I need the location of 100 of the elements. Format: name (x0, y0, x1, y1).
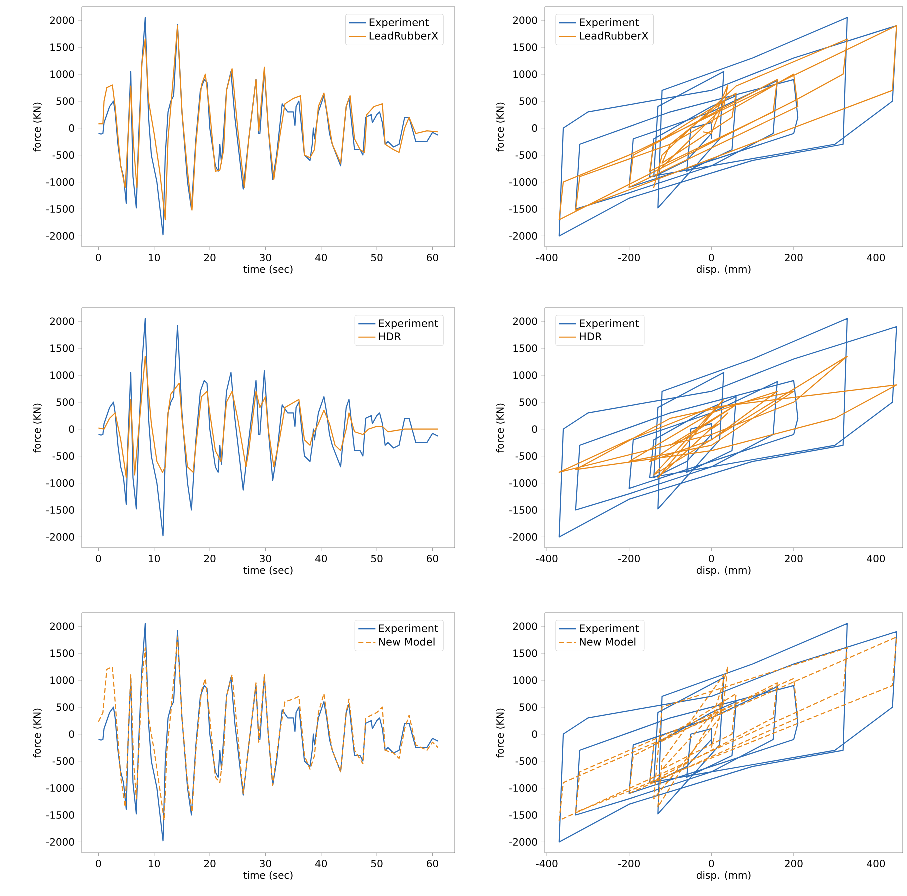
legend-label: Experiment (370, 18, 430, 28)
y-tick-label: 0 (69, 426, 74, 434)
x-tick-label: 10 (149, 555, 160, 563)
x-tick-label: 200 (785, 254, 803, 262)
x-tick-label: 20 (204, 860, 216, 868)
y-axis-title: force (KN) (496, 708, 506, 758)
x-tick-label: 0 (96, 555, 102, 563)
x-tick-label: -400 (536, 860, 558, 868)
line-series (98, 318, 439, 537)
x-axis-title: time (sec) (244, 871, 293, 880)
y-tick-label: 1000 (514, 676, 538, 684)
y-tick-label: -500 (516, 758, 538, 766)
y-tick-label: 1000 (50, 372, 74, 380)
y-tick-label: -2000 (46, 533, 74, 541)
legend-label: Experiment (580, 18, 640, 28)
y-tick-label: -1500 (46, 205, 74, 214)
x-tick-label: 10 (149, 254, 160, 262)
x-tick-label: 50 (371, 555, 383, 563)
y-tick-label: 1000 (50, 70, 74, 78)
y-tick-label: -1000 (46, 479, 74, 488)
legend-label: Experiment (580, 624, 640, 634)
y-tick-label: 1000 (514, 372, 538, 380)
x-tick-label: 50 (371, 860, 383, 868)
legend-label: LeadRubberX (370, 32, 438, 40)
x-tick-label: 200 (785, 860, 803, 868)
y-tick-label: -1000 (46, 784, 74, 792)
y-tick-label: 500 (56, 704, 74, 712)
line-series (98, 636, 439, 822)
y-tick-label: 500 (56, 398, 74, 406)
y-tick-label: -2000 (510, 533, 538, 541)
y-tick-label: -1500 (510, 205, 538, 214)
y-tick-label: -1500 (510, 506, 538, 514)
y-tick-label: 2000 (513, 16, 538, 24)
legend-label: Experiment (580, 319, 640, 330)
y-tick-label: 1500 (514, 44, 538, 52)
y-tick-label: 1000 (514, 70, 538, 78)
y-axis-title: force (KN) (33, 404, 42, 453)
y-tick-label: -500 (516, 452, 538, 460)
x-tick-label: 0 (96, 254, 102, 262)
legend-label: HDR (379, 332, 402, 340)
x-axis-title: disp. (mm) (696, 265, 751, 276)
y-tick-label: -500 (516, 152, 538, 160)
x-tick-label: 30 (260, 254, 272, 262)
legend-label: New Model (580, 638, 636, 646)
y-tick-label: -1000 (510, 784, 538, 792)
x-tick-label: 0 (709, 254, 714, 262)
y-tick-label: 1500 (514, 344, 538, 352)
x-tick-label: 400 (867, 555, 886, 563)
x-tick-label: -400 (536, 555, 558, 563)
x-tick-label: -200 (618, 555, 640, 563)
y-tick-label: -1000 (46, 178, 74, 186)
y-tick-label: 2000 (50, 318, 74, 326)
x-tick-label: 40 (316, 555, 328, 563)
y-tick-label: 500 (520, 704, 538, 712)
x-tick-label: 30 (260, 860, 272, 868)
x-tick-label: 20 (204, 254, 216, 262)
line-series (98, 623, 439, 842)
x-tick-label: 0 (709, 555, 714, 563)
x-tick-label: 60 (427, 555, 438, 563)
x-tick-label: 10 (149, 860, 160, 868)
y-tick-label: 0 (69, 124, 74, 132)
y-tick-label: -1500 (46, 506, 74, 514)
y-tick-label: -1500 (46, 811, 74, 820)
x-tick-label: 30 (260, 555, 272, 563)
y-tick-label: -1000 (510, 178, 538, 186)
y-axis-title: force (KN) (33, 102, 42, 152)
x-tick-label: 400 (867, 254, 886, 262)
y-tick-label: 1500 (50, 650, 74, 658)
x-tick-label: 400 (867, 860, 886, 868)
y-tick-label: 2000 (50, 622, 74, 630)
x-tick-label: 0 (96, 860, 102, 868)
y-tick-label: -1500 (510, 811, 538, 820)
line-series (98, 356, 439, 478)
legend-label: LeadRubberX (580, 32, 648, 40)
y-tick-label: 1000 (50, 676, 74, 684)
y-tick-label: 1500 (50, 344, 74, 352)
x-tick-label: -200 (618, 254, 640, 262)
line-series (558, 356, 898, 478)
line-series (558, 636, 898, 822)
y-axis-title: force (KN) (496, 102, 506, 152)
y-tick-label: -500 (52, 452, 74, 460)
x-tick-label: 20 (204, 555, 216, 563)
x-tick-label: 60 (427, 254, 438, 262)
y-tick-label: -2000 (510, 838, 538, 846)
line-series (558, 623, 898, 843)
x-axis-title: time (sec) (244, 265, 293, 274)
y-tick-label: -2000 (46, 838, 74, 846)
y-tick-label: 1500 (50, 44, 74, 52)
x-axis-title: disp. (mm) (696, 871, 751, 882)
legend-label: Experiment (379, 319, 438, 330)
y-axis-title: force (KN) (496, 404, 506, 453)
x-tick-label: 50 (371, 254, 383, 262)
legend-label: New Model (379, 638, 435, 646)
y-tick-label: 500 (520, 98, 538, 106)
y-tick-label: -2000 (46, 232, 74, 240)
x-tick-label: 200 (785, 555, 803, 563)
y-tick-label: 500 (520, 398, 538, 406)
x-tick-label: 40 (316, 254, 328, 262)
y-tick-label: 0 (69, 730, 74, 738)
x-axis-title: time (sec) (244, 566, 293, 576)
